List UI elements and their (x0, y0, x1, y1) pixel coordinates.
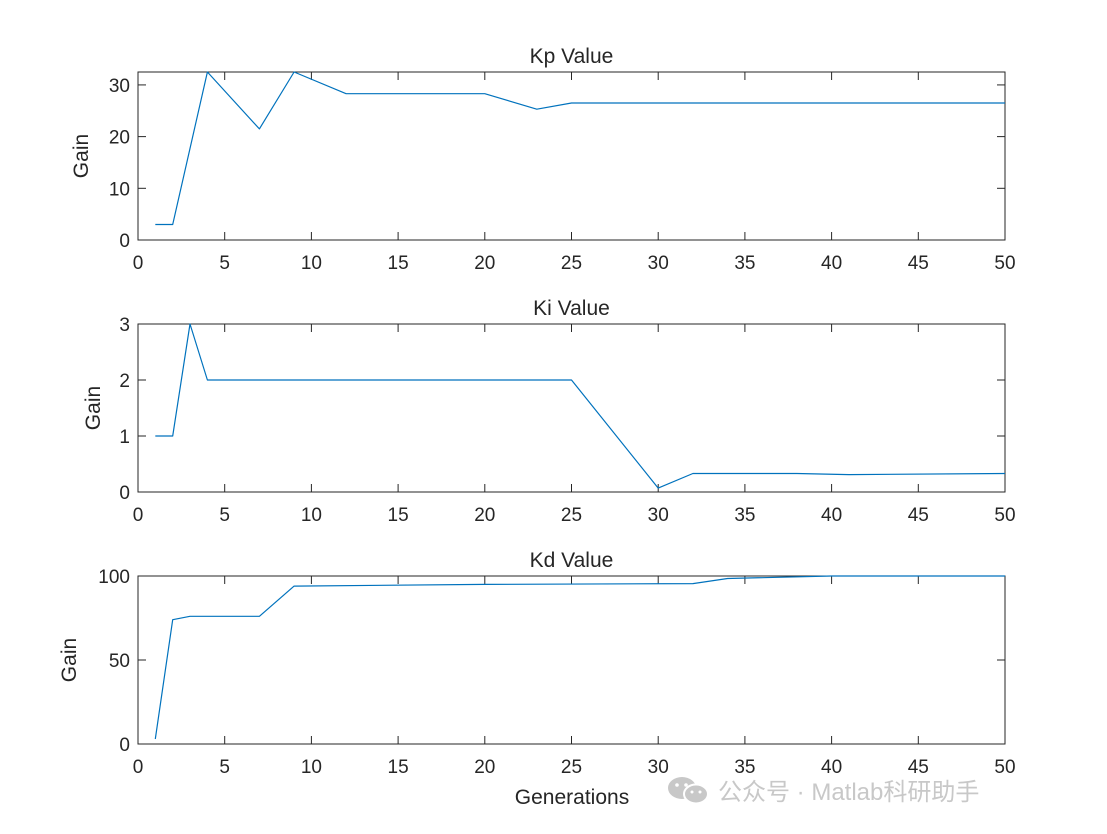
kd-x-tick-label: 40 (821, 757, 842, 778)
kp-x-tick-label: 45 (908, 253, 929, 274)
kp-x-tick-label: 15 (388, 253, 409, 274)
kd-x-tick-label: 20 (474, 757, 495, 778)
ki-y-tick-label: 2 (119, 371, 130, 392)
kd-x-tick-label: 10 (301, 757, 322, 778)
ki-axes-box (137, 323, 1006, 493)
kp-y-axis-label: Gain (70, 134, 93, 178)
ki-x-tick-label: 50 (994, 505, 1015, 526)
watermark: 公众号 · Matlab科研助手 (666, 772, 979, 807)
kd-x-tick-label: 15 (388, 757, 409, 778)
kd-series-line (154, 575, 1005, 740)
kp-y-tick-label: 30 (109, 76, 130, 97)
wechat-icon (668, 776, 709, 804)
kp-title: Kp Value (530, 45, 614, 68)
ki-x-tick-label: 15 (388, 505, 409, 526)
kd-x-tick-label: 45 (908, 757, 929, 778)
kp-x-tick-label: 50 (994, 253, 1015, 274)
ki-y-axis-label: Gain (82, 386, 105, 430)
ki-x-tick-label: 35 (734, 505, 755, 526)
ki-x-tick-label: 0 (133, 505, 144, 526)
kp-x-tick-label: 25 (561, 253, 582, 274)
ki-x-tick-label: 40 (821, 505, 842, 526)
x-axis-label: Generations (515, 786, 629, 809)
kp-axes: 0 5 10 15 20 25 30 35 40 45 50 0 10 20 30 Kp Value Gain (70, 45, 1016, 274)
kd-axes-box (137, 575, 1006, 745)
ki-axes: 0 5 10 15 20 25 30 35 40 45 50 0 1 2 3 Ki Value Gain (82, 297, 1016, 526)
kd-x-tick-label: 5 (219, 757, 230, 778)
kd-x-tick-label: 25 (561, 757, 582, 778)
watermark-text: 公众号 · Matlab科研助手 (718, 779, 980, 806)
ki-x-tick-label: 20 (474, 505, 495, 526)
kp-x-tick-label: 35 (734, 253, 755, 274)
ki-x-tick-label: 10 (301, 505, 322, 526)
kp-x-tick-label: 0 (133, 253, 144, 274)
kp-x-tick-label: 10 (301, 253, 322, 274)
kd-y-axis-label: Gain (58, 638, 81, 682)
kd-y-tick-label: 100 (98, 567, 130, 588)
ki-y-tick-label: 3 (119, 315, 130, 336)
kd-title: Kd Value (530, 549, 614, 572)
kd-axes: 0 5 10 15 20 25 30 35 40 45 50 0 50 100 Kd Value Gain (58, 549, 1016, 778)
kp-axes-box (137, 71, 1006, 241)
kd-y-tick-label: 50 (109, 651, 130, 672)
ki-x-tick-label: 25 (561, 505, 582, 526)
kp-x-tick-label: 5 (219, 253, 230, 274)
kd-x-tick-label: 30 (648, 757, 669, 778)
kd-x-tick-label: 50 (994, 757, 1015, 778)
kp-x-tick-label: 30 (648, 253, 669, 274)
kp-y-tick-label: 10 (109, 179, 130, 200)
ki-x-tick-label: 30 (648, 505, 669, 526)
ki-x-tick-label: 5 (219, 505, 230, 526)
kp-series-line (155, 71, 1005, 226)
ki-title: Ki Value (533, 297, 610, 320)
kp-y-tick-label: 20 (109, 128, 130, 149)
ki-y-tick-label: 0 (119, 483, 130, 504)
kd-x-tick-label: 0 (133, 757, 144, 778)
kd-y-tick-label: 0 (119, 735, 130, 756)
ki-x-tick-label: 45 (908, 505, 929, 526)
kp-x-tick-label: 40 (821, 253, 842, 274)
ki-y-tick-label: 1 (119, 427, 130, 448)
kp-y-tick-label: 0 (119, 231, 130, 252)
ki-series-line (155, 323, 1006, 489)
kd-x-tick-label: 35 (734, 757, 755, 778)
kp-x-tick-label: 20 (474, 253, 495, 274)
